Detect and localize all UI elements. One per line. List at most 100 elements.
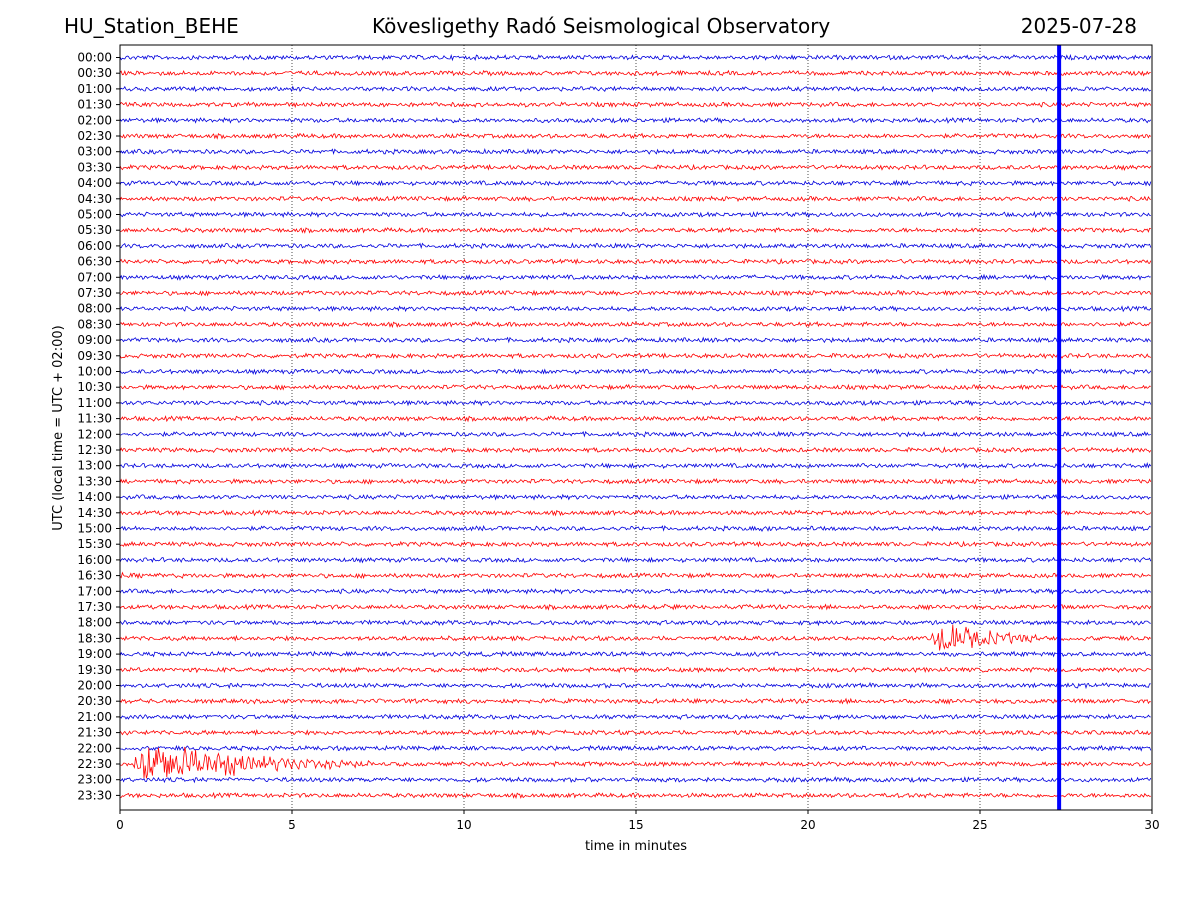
y-tick-label: 21:30	[77, 726, 112, 740]
y-tick-label: 00:30	[77, 66, 112, 80]
trace-0200	[120, 116, 1152, 124]
trace-1600	[120, 556, 1152, 564]
trace-0400	[120, 179, 1152, 187]
trace-1730	[120, 603, 1152, 611]
trace-2000	[120, 681, 1151, 690]
trace-0800	[120, 305, 1152, 313]
y-tick-label: 20:30	[77, 694, 112, 708]
trace-0330	[120, 163, 1152, 171]
traces	[120, 53, 1152, 800]
y-tick-label: 05:00	[77, 208, 112, 222]
y-tick-label: 01:30	[77, 98, 112, 112]
trace-1930	[120, 666, 1151, 674]
y-tick-label: 17:00	[77, 584, 112, 598]
trace-0230	[120, 132, 1152, 140]
y-axis-label: UTC (local time = UTC + 02:00)	[51, 325, 66, 530]
y-tick-label: 00:00	[77, 51, 112, 65]
trace-0600	[120, 242, 1152, 250]
y-tick-label: 21:00	[77, 710, 112, 724]
y-tick-label: 08:30	[77, 317, 112, 331]
trace-1630	[120, 571, 1151, 580]
trace-0500	[120, 211, 1151, 219]
trace-0430	[120, 195, 1152, 203]
y-tick-label: 11:00	[77, 396, 112, 410]
trace-1200	[120, 430, 1151, 438]
y-tick-label: 22:30	[77, 757, 112, 771]
trace-2230	[120, 746, 1152, 779]
y-tick-label: 23:00	[77, 773, 112, 787]
x-tick-label: 20	[800, 818, 815, 832]
y-tick-label: 17:30	[77, 600, 112, 614]
trace-0000	[120, 53, 1152, 62]
y-tick-label: 10:30	[77, 380, 112, 394]
trace-0730	[120, 289, 1152, 297]
x-tick-label: 10	[456, 818, 471, 832]
y-tick-label: 14:00	[77, 490, 112, 504]
y-tick-label: 06:30	[77, 255, 112, 269]
trace-1300	[120, 462, 1152, 470]
y-tick-label: 13:00	[77, 459, 112, 473]
y-tick-label: 07:30	[77, 286, 112, 300]
x-tick-label: 0	[116, 818, 124, 832]
trace-1800	[120, 619, 1151, 627]
y-tick-label: 16:00	[77, 553, 112, 567]
y-tick-label: 14:30	[77, 506, 112, 520]
trace-1400	[120, 493, 1151, 501]
y-tick-label: 15:30	[77, 537, 112, 551]
trace-1700	[120, 587, 1152, 595]
grid-lines	[291, 45, 981, 810]
trace-1230	[120, 446, 1152, 454]
y-tick-label: 10:00	[77, 365, 112, 379]
y-tick-label: 11:30	[77, 412, 112, 426]
y-tick-label: 02:00	[77, 113, 112, 127]
y-tick-label: 02:30	[77, 129, 112, 143]
x-tick-label: 15	[628, 818, 643, 832]
trace-0300	[120, 147, 1151, 155]
trace-1530	[120, 540, 1152, 548]
y-tick-label: 04:00	[77, 176, 112, 190]
trace-0830	[120, 321, 1151, 329]
chart-title: Kövesligethy Radó Seismological Observat…	[372, 14, 831, 38]
y-tick-label: 13:30	[77, 474, 112, 488]
trace-0130	[120, 101, 1152, 109]
trace-0930	[120, 352, 1152, 360]
trace-2100	[120, 713, 1151, 721]
y-tick-label: 12:30	[77, 443, 112, 457]
trace-2300	[120, 776, 1152, 784]
trace-1830	[120, 624, 1152, 651]
x-tick-label: 5	[288, 818, 296, 832]
x-axis-label: time in minutes	[585, 839, 687, 854]
trace-0530	[120, 226, 1151, 234]
x-tick-label: 30	[1144, 818, 1159, 832]
y-tick-label: 20:00	[77, 679, 112, 693]
y-tick-label: 03:00	[77, 145, 112, 159]
y-tick-label: 04:30	[77, 192, 112, 206]
x-tick-label: 25	[972, 818, 987, 832]
trace-1000	[120, 367, 1152, 376]
trace-0900	[120, 336, 1152, 344]
y-tick-label: 18:00	[77, 616, 112, 630]
trace-1100	[120, 399, 1152, 407]
trace-0100	[120, 85, 1152, 93]
y-tick-label: 09:30	[77, 349, 112, 363]
trace-1330	[120, 477, 1152, 485]
trace-2130	[120, 728, 1152, 736]
y-tick-label: 12:00	[77, 427, 112, 441]
y-tick-label: 08:00	[77, 302, 112, 316]
trace-1030	[120, 383, 1151, 391]
trace-2030	[120, 697, 1151, 705]
trace-1430	[120, 509, 1152, 517]
station-title: HU_Station_BEHE	[64, 14, 239, 38]
trace-2200	[120, 744, 1152, 752]
y-tick-label: 01:00	[77, 82, 112, 96]
y-tick-label: 18:30	[77, 631, 112, 645]
y-tick-label: 19:30	[77, 663, 112, 677]
y-tick-label: 06:00	[77, 239, 112, 253]
y-tick-label: 03:30	[77, 160, 112, 174]
trace-1130	[120, 415, 1152, 423]
y-tick-label: 16:30	[77, 569, 112, 583]
trace-0700	[120, 273, 1151, 281]
trace-1500	[120, 524, 1152, 532]
